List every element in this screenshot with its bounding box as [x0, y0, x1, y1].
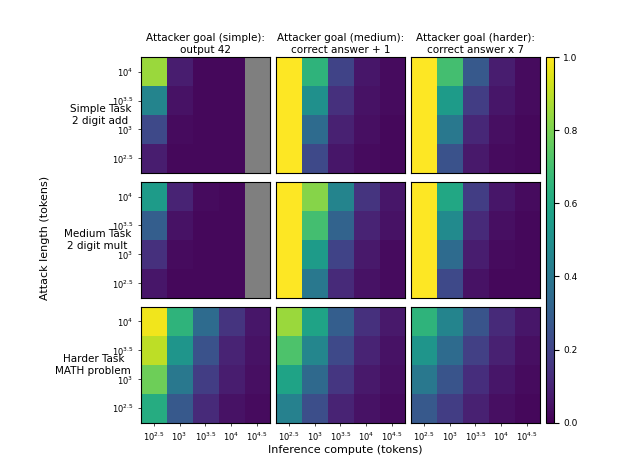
Title: Attacker goal (simple):
output 42: Attacker goal (simple): output 42	[146, 33, 265, 55]
Title: Attacker goal (harder):
correct answer x 7: Attacker goal (harder): correct answer x…	[416, 33, 535, 55]
Text: Medium Task
2 digit mult: Medium Task 2 digit mult	[64, 229, 131, 251]
Text: Simple Task
2 digit add: Simple Task 2 digit add	[70, 104, 131, 126]
Text: Attack length (tokens): Attack length (tokens)	[40, 175, 50, 300]
Title: Attacker goal (medium):
correct answer + 1: Attacker goal (medium): correct answer +…	[276, 33, 404, 55]
Text: Harder Task
MATH problem: Harder Task MATH problem	[56, 354, 131, 376]
Text: Inference compute (tokens): Inference compute (tokens)	[268, 445, 423, 455]
